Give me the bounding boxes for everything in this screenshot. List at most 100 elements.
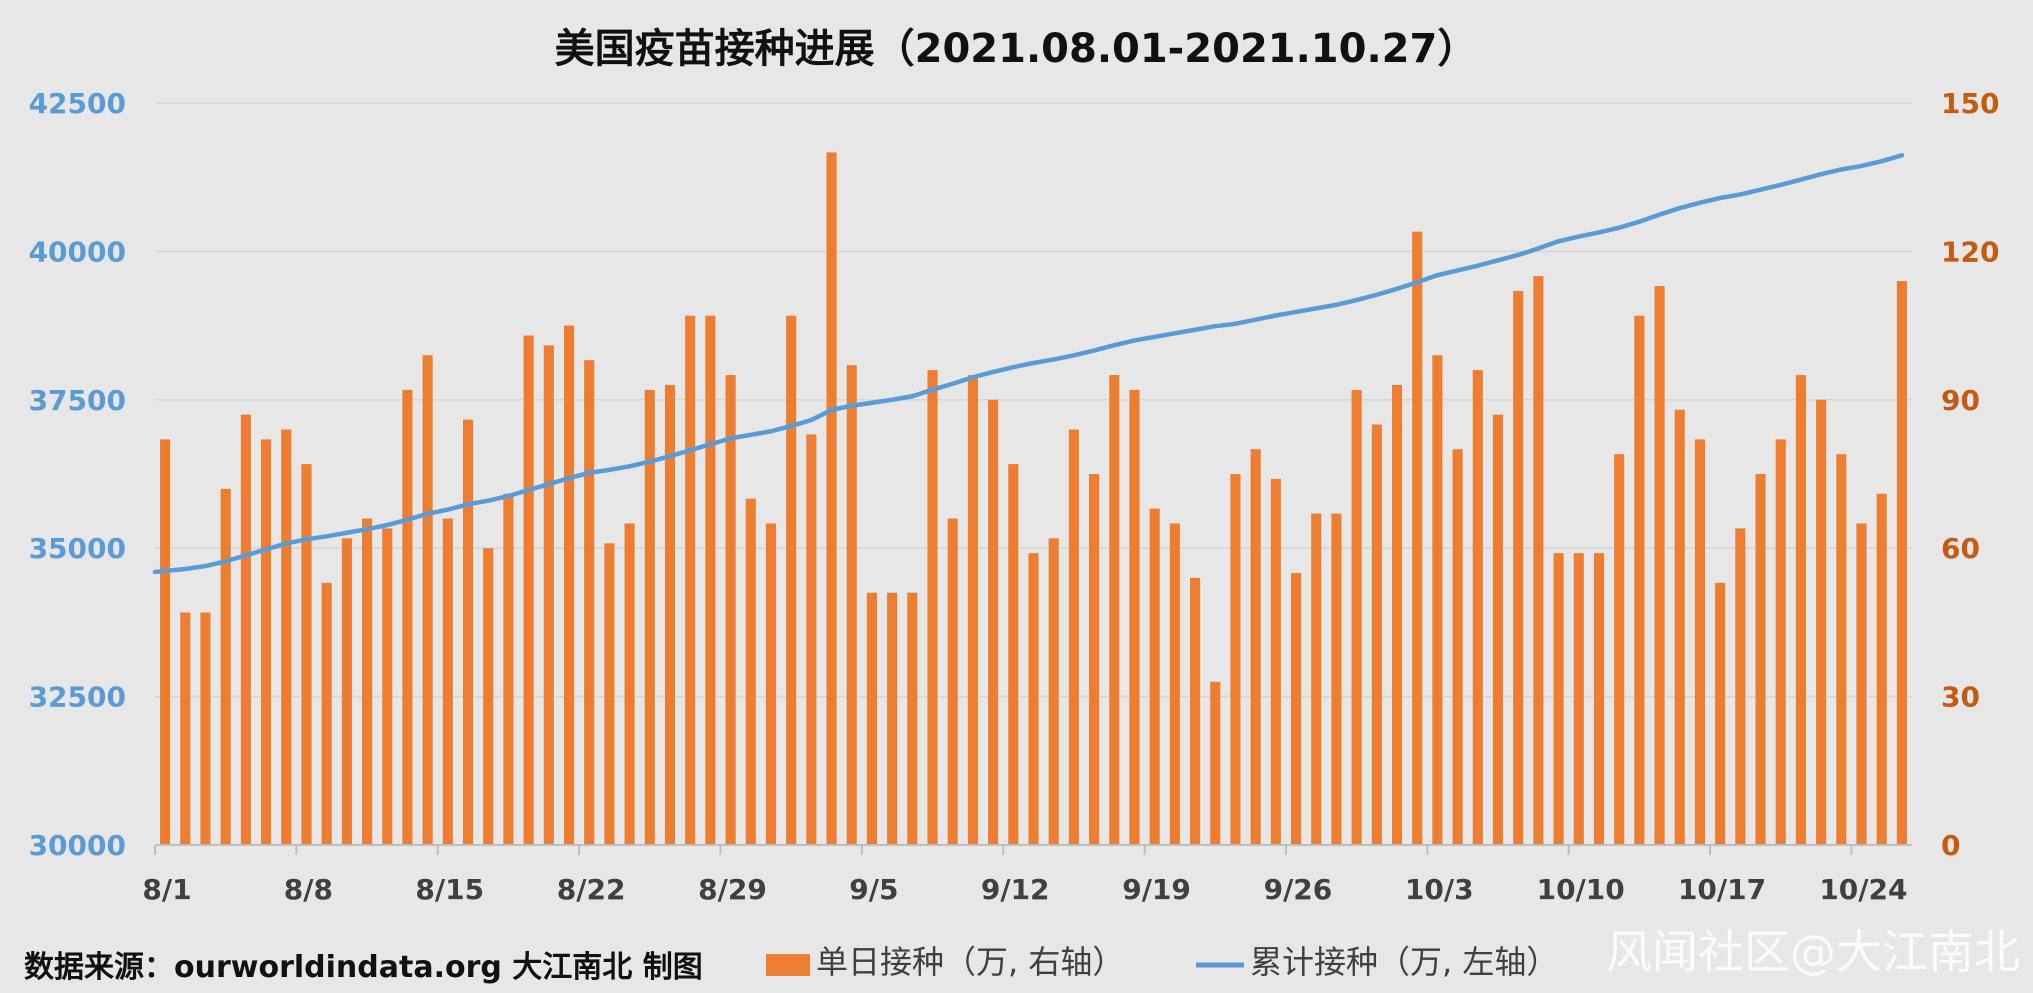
bar: [1775, 439, 1786, 845]
bar: [765, 523, 777, 845]
bar: [523, 335, 534, 845]
legend-bar-label: 单日接种（万, 右轴）: [816, 943, 1124, 981]
left-axis-ticks: 42500 40000 37500 35000 32500 30000: [29, 87, 126, 862]
bar: [1735, 528, 1746, 845]
cumulative-line: [152, 152, 1905, 575]
right-axis-tick-label: 30: [1941, 681, 1980, 714]
bar: [705, 315, 716, 845]
right-axis-tick-label: 0: [1941, 829, 1960, 862]
bar: [160, 439, 171, 845]
data-source-note: 数据来源：ourworldindata.org 大江南北 制图: [24, 950, 703, 985]
bar: [503, 493, 514, 845]
bar: [1896, 281, 1907, 846]
bar: [1089, 474, 1100, 845]
right-axis-tick-label: 120: [1941, 235, 1999, 268]
bar: [563, 325, 575, 846]
chart-title: 美国疫苗接种进展（2021.08.01-2021.10.27）: [555, 26, 1478, 72]
bar: [1694, 439, 1705, 845]
bar: [362, 518, 373, 845]
right-axis-ticks: 150 120 90 60 30 0: [1941, 87, 1999, 862]
bar: [200, 612, 211, 845]
x-axis-tick-label: 9/26: [1264, 873, 1333, 906]
bar: [988, 399, 999, 845]
bar: [1816, 399, 1827, 845]
bar: [1432, 355, 1443, 845]
bar: [1230, 474, 1241, 845]
bar: [1573, 553, 1584, 845]
bar: [442, 518, 453, 845]
bar: [483, 548, 494, 845]
left-axis-tick-label: 42500: [29, 87, 126, 120]
bar: [1149, 508, 1160, 845]
right-axis-tick-label: 60: [1941, 532, 1980, 565]
bar: [1210, 681, 1221, 845]
bar: [1593, 553, 1605, 845]
x-axis-tick-label: 9/19: [1122, 873, 1191, 906]
bar: [1755, 474, 1766, 845]
x-axis-tick-label: 8/29: [698, 873, 767, 906]
bar: [644, 389, 655, 845]
bar: [462, 419, 474, 845]
x-axis-ticks: 8/1 8/8 8/15 8/22 8/29 9/5 9/12 9/19 9/26 10/3 10/…: [142, 845, 1907, 906]
bar: [1169, 523, 1180, 845]
bar: [624, 523, 635, 845]
bar: [240, 414, 251, 845]
bar: [1129, 389, 1140, 845]
x-axis-tick-label: 8/1: [142, 873, 191, 906]
bar: [866, 592, 877, 845]
bar: [604, 543, 615, 845]
bar: [1492, 414, 1504, 845]
bar: [725, 375, 736, 845]
legend: 单日接种（万, 右轴） 累计接种（万, 左轴）: [766, 943, 1558, 981]
bar: [402, 389, 413, 845]
bar: [786, 315, 797, 845]
bar: [685, 315, 696, 845]
bar: [826, 152, 837, 845]
right-axis-tick-label: 90: [1941, 384, 1980, 417]
x-axis-tick-label: 10/3: [1405, 873, 1474, 906]
bar: [1876, 493, 1887, 845]
bar: [664, 384, 676, 845]
bar: [1654, 286, 1665, 845]
bar: [806, 434, 817, 845]
bar: [1513, 290, 1524, 845]
bar: [947, 518, 958, 845]
left-axis-tick-label: 30000: [29, 829, 126, 862]
bar: [1028, 553, 1039, 845]
right-axis-tick-label: 150: [1941, 87, 1999, 120]
bar-series: [160, 152, 1907, 846]
bar: [1614, 454, 1625, 845]
x-axis-tick-label: 8/15: [415, 873, 484, 906]
bar: [1412, 231, 1423, 845]
bar: [1008, 464, 1019, 845]
bar: [1048, 538, 1059, 845]
x-axis-tick-label: 8/22: [557, 873, 626, 906]
bar: [1452, 449, 1463, 845]
bar: [1533, 276, 1544, 846]
bar: [1331, 513, 1342, 845]
bar: [321, 582, 332, 845]
x-axis-tick-label: 10/17: [1678, 873, 1766, 906]
bar: [1371, 424, 1382, 845]
bar: [1856, 523, 1867, 845]
bar: [907, 592, 918, 845]
bar: [1795, 375, 1806, 845]
legend-bar-swatch: [766, 954, 810, 976]
line-series: [152, 152, 1905, 575]
bar: [967, 375, 978, 845]
bar: [887, 592, 898, 845]
bar: [1109, 375, 1120, 845]
bar: [1715, 582, 1726, 845]
bar: [543, 345, 554, 845]
bar: [1190, 577, 1201, 845]
left-axis-tick-label: 40000: [29, 235, 126, 268]
watermark: 风闻社区@大江南北: [1606, 925, 2020, 979]
x-axis-tick-label: 9/12: [981, 873, 1050, 906]
bar: [382, 528, 393, 845]
bar: [1674, 409, 1685, 845]
left-axis-tick-label: 35000: [29, 532, 126, 565]
bar: [261, 439, 272, 845]
bar: [1250, 449, 1261, 845]
